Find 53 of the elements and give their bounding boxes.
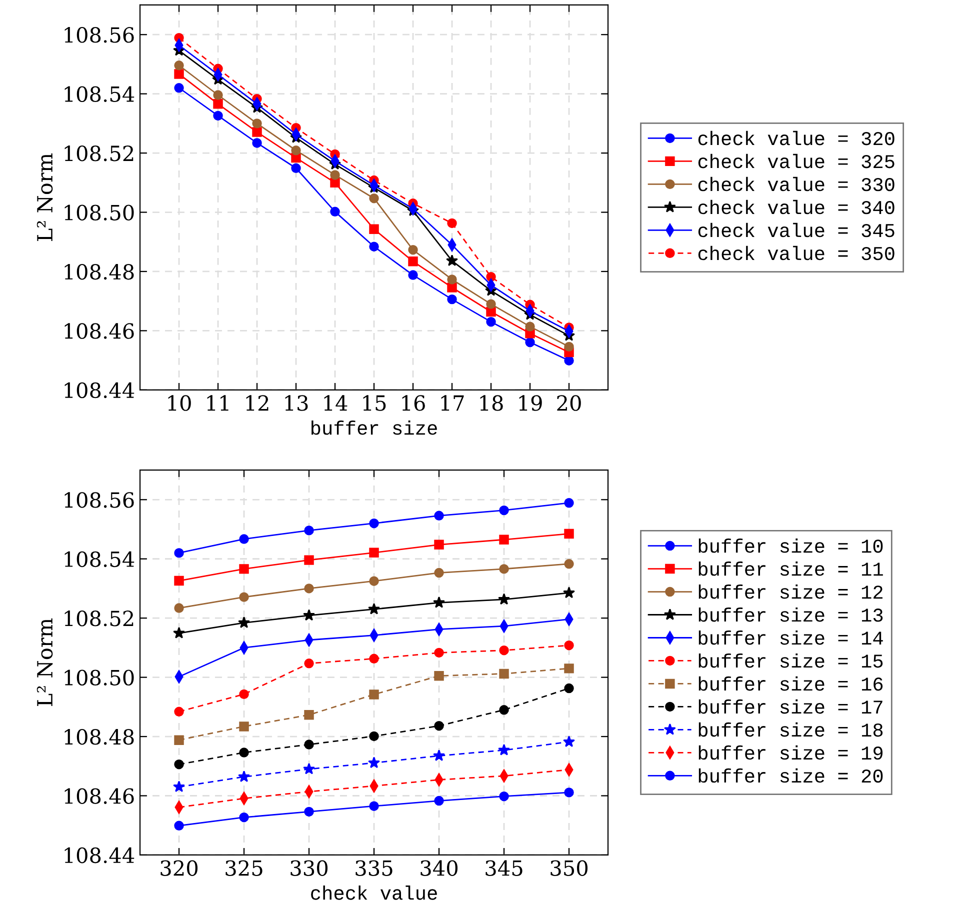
legend-label: check value = 320 [698, 130, 894, 146]
x-tick-label: 10 [168, 395, 191, 411]
x-tick-label: 18 [480, 395, 503, 411]
x-tick-label: 345 [486, 860, 522, 876]
y-tick-label: 108.44 [64, 847, 134, 864]
legend-label: buffer size = 20 [698, 768, 883, 783]
y-tick-label: 108.52 [64, 610, 134, 626]
y-tick-label: 108.54 [64, 551, 134, 568]
legend-label: check value = 340 [698, 200, 894, 214]
y-tick-label: 108.46 [64, 323, 134, 339]
x-tick-label: 20 [557, 395, 581, 411]
x-tick-label: 330 [290, 860, 328, 876]
x-tick-label: 340 [420, 860, 458, 876]
x-tick-label: 11 [207, 395, 228, 411]
legend-label: buffer size = 14 [698, 630, 883, 645]
legend-label: buffer size = 19 [698, 745, 883, 760]
y-tick-label: 108.52 [64, 145, 134, 162]
legend-label: check value = 350 [698, 246, 894, 260]
legend-label: buffer size = 10 [698, 538, 883, 553]
legend-label: buffer size = 13 [698, 607, 883, 622]
x-tick-label: 325 [226, 860, 262, 876]
x-tick-label: 350 [550, 860, 588, 876]
legend-label: buffer size = 12 [698, 584, 882, 599]
x-tick-label: 12 [246, 395, 268, 411]
x-axis-title: buffer size [312, 420, 437, 435]
x-tick-label: 13 [285, 395, 308, 411]
y-tick-label: 108.50 [64, 670, 134, 686]
legend-label: buffer size = 17 [698, 699, 882, 714]
x-axis-title: check value [311, 886, 437, 900]
x-tick-label: 335 [356, 860, 392, 876]
y-tick-label: 108.56 [64, 27, 134, 43]
legend-label: buffer size = 18 [698, 722, 883, 737]
legend-label: buffer size = 16 [698, 676, 883, 691]
y-axis-title: L² Norm [36, 618, 53, 706]
y-tick-label: 108.46 [64, 788, 134, 804]
legend-label: check value = 330 [698, 176, 894, 192]
x-tick-label: 19 [519, 395, 542, 411]
legend-label: check value = 325 [698, 154, 894, 168]
legend-label: buffer size = 15 [698, 653, 883, 668]
x-tick-label: 15 [363, 395, 386, 411]
x-tick-label: 17 [441, 395, 464, 411]
y-axis-title: L² Norm [36, 153, 53, 241]
y-tick-label: 108.54 [64, 86, 134, 102]
y-tick-label: 108.48 [64, 728, 134, 745]
x-tick-label: 320 [160, 860, 198, 876]
y-tick-label: 108.48 [64, 264, 134, 280]
y-tick-label: 108.44 [64, 382, 134, 398]
x-tick-label: 16 [402, 395, 425, 411]
x-tick-label: 14 [324, 395, 348, 411]
legend-label: check value = 345 [698, 222, 894, 238]
y-tick-label: 108.50 [64, 204, 134, 220]
y-tick-label: 108.56 [64, 492, 134, 508]
legend-label: buffer size = 11 [698, 561, 883, 576]
